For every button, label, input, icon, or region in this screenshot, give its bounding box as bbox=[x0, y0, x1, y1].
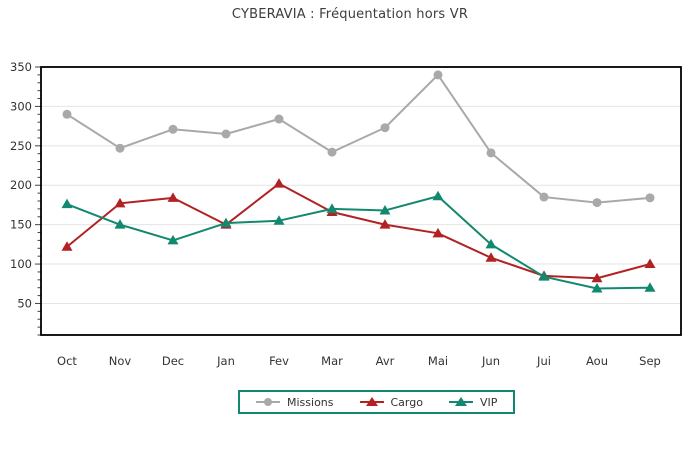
missions-marker-icon bbox=[256, 396, 280, 408]
data-point-vip bbox=[61, 198, 73, 209]
svg-text:Aou: Aou bbox=[586, 354, 608, 368]
data-point-missions bbox=[433, 70, 443, 80]
data-point-cargo bbox=[167, 192, 179, 202]
series-missions bbox=[62, 70, 655, 208]
svg-text:Nov: Nov bbox=[109, 354, 132, 368]
svg-text:Jun: Jun bbox=[481, 354, 500, 368]
data-point-cargo bbox=[114, 197, 126, 208]
data-point-vip bbox=[538, 271, 550, 281]
svg-text:Jui: Jui bbox=[536, 354, 551, 368]
data-point-cargo bbox=[379, 219, 391, 229]
series-vip bbox=[61, 190, 656, 293]
legend-label-vip: VIP bbox=[479, 395, 498, 409]
data-point-vip bbox=[273, 215, 285, 225]
data-point-vip bbox=[114, 219, 126, 229]
data-point-missions bbox=[221, 129, 231, 139]
legend: Missions Cargo VIP bbox=[238, 390, 516, 414]
data-point-missions bbox=[486, 148, 496, 158]
data-point-missions bbox=[274, 114, 284, 124]
data-point-missions bbox=[62, 109, 72, 119]
svg-text:Avr: Avr bbox=[376, 354, 395, 368]
y-axis-labels: 50 100 150 200 250 300 350 bbox=[10, 60, 32, 310]
svg-text:350: 350 bbox=[10, 60, 32, 74]
data-point-vip bbox=[220, 217, 232, 228]
legend-item-cargo: Cargo bbox=[359, 395, 423, 409]
svg-text:200: 200 bbox=[10, 178, 32, 192]
svg-text:Jan: Jan bbox=[216, 354, 235, 368]
data-point-missions bbox=[168, 124, 178, 134]
data-point-vip bbox=[591, 282, 603, 293]
svg-text:Mai: Mai bbox=[428, 354, 448, 368]
data-point-missions bbox=[645, 193, 655, 203]
data-point-cargo bbox=[61, 241, 73, 251]
chart-title: CYBERAVIA : Fréquentation hors VR bbox=[231, 7, 469, 22]
data-point-vip bbox=[432, 190, 444, 201]
legend-item-missions: Missions bbox=[256, 396, 334, 409]
legend-item-vip: VIP bbox=[448, 395, 498, 409]
svg-text:Fev: Fev bbox=[269, 354, 289, 368]
svg-text:300: 300 bbox=[10, 99, 32, 113]
legend-label-cargo: Cargo bbox=[390, 395, 423, 409]
vip-marker-icon bbox=[448, 396, 473, 408]
svg-text:Dec: Dec bbox=[162, 354, 184, 368]
data-point-missions bbox=[380, 123, 390, 133]
legend-label-missions: Missions bbox=[287, 395, 334, 409]
plot-border bbox=[40, 66, 682, 336]
data-point-vip bbox=[326, 203, 338, 213]
svg-text:100: 100 bbox=[10, 257, 32, 271]
cargo-marker-icon bbox=[359, 396, 384, 408]
data-point-cargo bbox=[644, 258, 656, 269]
data-point-missions bbox=[327, 147, 337, 157]
data-point-vip bbox=[379, 204, 391, 215]
data-point-vip bbox=[167, 234, 179, 245]
svg-text:50: 50 bbox=[17, 296, 32, 310]
data-point-missions bbox=[539, 192, 549, 202]
x-axis-labels: Oct Nov Dec Jan Fev Mar Avr Mai Jun Jui Aou Sep bbox=[57, 354, 661, 368]
svg-text:Oct: Oct bbox=[57, 354, 77, 368]
svg-text:Mar: Mar bbox=[321, 354, 343, 368]
data-point-cargo bbox=[432, 227, 444, 238]
data-point-cargo bbox=[591, 272, 603, 283]
svg-text:Sep: Sep bbox=[639, 354, 661, 368]
svg-text:150: 150 bbox=[10, 218, 32, 232]
data-point-vip bbox=[644, 282, 656, 292]
data-point-missions bbox=[115, 143, 125, 153]
data-point-cargo bbox=[485, 252, 497, 262]
data-point-cargo bbox=[273, 178, 285, 188]
data-point-missions bbox=[592, 198, 602, 208]
series-cargo bbox=[61, 178, 656, 283]
data-point-vip bbox=[485, 238, 497, 249]
gridlines bbox=[41, 66, 681, 304]
svg-text:250: 250 bbox=[10, 139, 32, 153]
